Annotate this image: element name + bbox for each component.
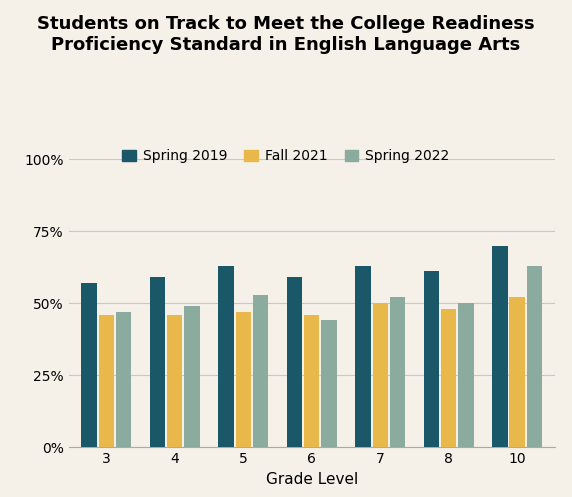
Bar [390,297,405,447]
Bar [510,297,525,447]
Bar [527,266,542,447]
Bar [253,295,268,447]
Bar [355,266,371,447]
Legend: Spring 2019, Fall 2021, Spring 2022: Spring 2019, Fall 2021, Spring 2022 [117,144,455,168]
Bar [492,246,508,447]
Bar [372,303,388,447]
Bar [167,315,182,447]
Bar [458,303,474,447]
Bar [219,266,234,447]
Bar [236,312,251,447]
Text: Students on Track to Meet the College Readiness
Proficiency Standard in English : Students on Track to Meet the College Re… [37,15,535,54]
Bar [116,312,131,447]
Bar [321,321,336,447]
Bar [184,306,200,447]
Bar [441,309,456,447]
Bar [150,277,165,447]
Bar [304,315,319,447]
X-axis label: Grade Level: Grade Level [265,472,358,487]
Bar [424,271,439,447]
Bar [287,277,303,447]
Bar [98,315,114,447]
Bar [81,283,97,447]
